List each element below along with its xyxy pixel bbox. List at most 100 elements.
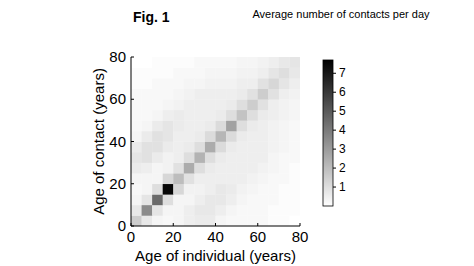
cell bbox=[131, 152, 142, 163]
cell bbox=[247, 163, 258, 174]
cell bbox=[237, 152, 248, 163]
cell bbox=[163, 120, 174, 131]
cell bbox=[226, 68, 237, 79]
cell bbox=[152, 142, 163, 153]
cell bbox=[268, 99, 279, 110]
cell bbox=[194, 142, 205, 153]
x-tick-label: 80 bbox=[292, 228, 309, 245]
cell bbox=[268, 163, 279, 174]
cell bbox=[216, 184, 227, 195]
cell bbox=[131, 163, 142, 174]
cell bbox=[279, 99, 290, 110]
cell bbox=[173, 215, 184, 226]
cell bbox=[226, 57, 237, 68]
cell bbox=[131, 194, 142, 205]
cell bbox=[152, 173, 163, 184]
cell bbox=[289, 184, 300, 195]
cell bbox=[142, 194, 153, 205]
cell bbox=[289, 110, 300, 121]
cell bbox=[268, 194, 279, 205]
cell bbox=[131, 142, 142, 153]
cell bbox=[142, 68, 153, 79]
cell bbox=[247, 205, 258, 216]
cell bbox=[131, 184, 142, 195]
cell bbox=[142, 215, 153, 226]
cell bbox=[247, 110, 258, 121]
cell bbox=[173, 110, 184, 121]
cell bbox=[289, 131, 300, 142]
cell bbox=[142, 173, 153, 184]
cell bbox=[237, 110, 248, 121]
x-tick bbox=[300, 223, 301, 226]
cell bbox=[247, 99, 258, 110]
cell bbox=[247, 57, 258, 68]
cell bbox=[258, 57, 269, 68]
cell bbox=[194, 99, 205, 110]
cell bbox=[205, 131, 216, 142]
cell bbox=[142, 110, 153, 121]
cell bbox=[131, 120, 142, 131]
cell bbox=[194, 205, 205, 216]
cell bbox=[163, 89, 174, 100]
cell bbox=[131, 99, 142, 110]
y-tick-label: 40 bbox=[109, 133, 126, 150]
y-tick-label: 20 bbox=[109, 175, 126, 192]
cell bbox=[163, 173, 174, 184]
cell bbox=[131, 110, 142, 121]
cell bbox=[268, 131, 279, 142]
colorbar-tick-label: 4 bbox=[339, 123, 346, 137]
colorbar-tick bbox=[333, 130, 336, 131]
cell bbox=[258, 131, 269, 142]
cell bbox=[163, 110, 174, 121]
x-axis-label: Age of individual (years) bbox=[135, 247, 296, 264]
cell bbox=[184, 142, 195, 153]
cell bbox=[237, 184, 248, 195]
cell bbox=[205, 173, 216, 184]
cell bbox=[226, 194, 237, 205]
cell bbox=[152, 68, 163, 79]
cell bbox=[268, 120, 279, 131]
cell bbox=[226, 205, 237, 216]
cell bbox=[279, 173, 290, 184]
cell bbox=[173, 120, 184, 131]
colorbar-label: Average number of contacts per day bbox=[252, 8, 430, 20]
cell bbox=[226, 215, 237, 226]
cell bbox=[173, 78, 184, 89]
cell bbox=[184, 205, 195, 216]
cell bbox=[194, 131, 205, 142]
cell bbox=[184, 99, 195, 110]
cell bbox=[184, 163, 195, 174]
cell bbox=[279, 78, 290, 89]
cell bbox=[194, 173, 205, 184]
cell bbox=[237, 205, 248, 216]
colorbar-tick bbox=[333, 168, 336, 169]
cell bbox=[184, 68, 195, 79]
cell bbox=[289, 205, 300, 216]
cell bbox=[279, 57, 290, 68]
cell bbox=[194, 215, 205, 226]
cell bbox=[173, 57, 184, 68]
cell bbox=[216, 131, 227, 142]
cell bbox=[258, 194, 269, 205]
cell bbox=[247, 78, 258, 89]
x-tick bbox=[257, 223, 258, 226]
cell bbox=[152, 110, 163, 121]
cell bbox=[205, 152, 216, 163]
cell bbox=[268, 205, 279, 216]
colorbar-tick bbox=[333, 149, 336, 150]
colorbar-tick-label: 2 bbox=[339, 161, 346, 175]
cell bbox=[216, 152, 227, 163]
cell bbox=[279, 205, 290, 216]
cell bbox=[258, 110, 269, 121]
x-tick-label: 20 bbox=[165, 228, 182, 245]
y-tick bbox=[131, 99, 134, 100]
x-tick-label: 0 bbox=[127, 228, 135, 245]
cell bbox=[173, 131, 184, 142]
cell bbox=[184, 173, 195, 184]
cell bbox=[226, 99, 237, 110]
cell bbox=[142, 57, 153, 68]
x-tick bbox=[215, 223, 216, 226]
cell bbox=[226, 131, 237, 142]
cell bbox=[279, 152, 290, 163]
cell bbox=[131, 131, 142, 142]
